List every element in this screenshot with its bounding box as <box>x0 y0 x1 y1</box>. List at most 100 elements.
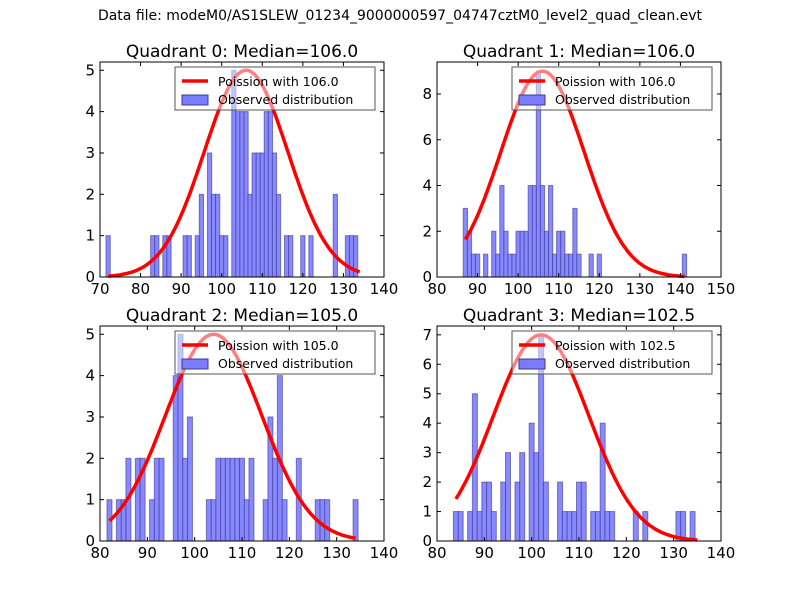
x-tick-label: 90 <box>475 544 494 562</box>
x-tick-label: 90 <box>138 544 157 562</box>
legend: Poission with 105.0 Observed distribution <box>174 330 376 375</box>
histogram-bar <box>504 452 512 542</box>
histogram-bar <box>186 235 192 278</box>
x-tick-label: 110 <box>228 544 257 562</box>
figure-suptitle: Data file: modeM0/AS1SLEW_01234_90000005… <box>97 8 703 24</box>
y-tick-label: 6 <box>422 131 432 149</box>
legend: Poission with 102.5 Observed distribution <box>511 330 713 375</box>
x-tick-label: 100 <box>517 544 546 562</box>
histogram-bar <box>186 416 193 542</box>
subplot-title: Quadrant 3: Median=102.5 <box>463 306 695 326</box>
x-tick-label: 120 <box>612 544 641 562</box>
histogram-bar <box>198 193 205 278</box>
x-tick-label: 140 <box>707 544 736 562</box>
y-tick-label: 1 <box>85 491 95 509</box>
y-tick-label: 1 <box>422 503 432 521</box>
legend-label-observed: Observed distribution <box>218 92 353 107</box>
x-tick-label: 130 <box>329 280 358 298</box>
subplot-quadrant-1: 80 90 100 110 120 130 140 150 0 2 4 6 8 Quadrant 1: M… <box>422 42 735 298</box>
histogram-bar <box>483 253 489 278</box>
x-tick-label: 140 <box>370 544 399 562</box>
histogram-bar <box>689 511 696 542</box>
histogram-bar <box>457 511 464 542</box>
histogram-bar <box>490 511 497 542</box>
subplot-title: Quadrant 1: Median=106.0 <box>463 42 695 62</box>
legend-label-poisson: Poission with 106.0 <box>555 74 676 89</box>
x-tick-label: 130 <box>659 544 688 562</box>
plot-frame <box>436 61 722 278</box>
y-tick-label: 4 <box>85 367 95 385</box>
legend-bar-swatch <box>518 94 546 106</box>
histogram-bar <box>332 193 338 278</box>
subplot-quadrant-3: 80 90 100 110 120 130 140 0 1 2 3 4 5 6 7 Quadrant 3: M… <box>422 306 735 562</box>
legend-label-observed: Observed distribution <box>218 356 353 371</box>
legend-label-poisson: Poission with 105.0 <box>218 338 339 353</box>
legend-bar-swatch <box>518 358 546 370</box>
x-tick-label: 110 <box>565 544 594 562</box>
y-tick-label: 2 <box>422 473 432 491</box>
y-tick-label: 4 <box>422 414 432 432</box>
legend-label-poisson: Poission with 106.0 <box>218 74 339 89</box>
x-tick-label: 110 <box>248 280 277 298</box>
subplot-title: Quadrant 2: Median=105.0 <box>126 306 358 326</box>
y-tick-label: 5 <box>85 61 95 79</box>
legend: Poission with 106.0 Observed distribution <box>174 66 376 111</box>
x-tick-label: 80 <box>427 280 446 298</box>
y-tick-label: 4 <box>85 103 95 121</box>
poisson-curve <box>463 69 685 279</box>
subplot-quadrant-2: 80 90 100 110 120 130 140 0 1 2 3 4 5 Quadrant 2: Med… <box>85 306 398 562</box>
histogram-bar <box>158 457 165 542</box>
y-tick-label: 3 <box>85 408 95 426</box>
x-tick-label: 80 <box>131 280 150 298</box>
histogram-bar <box>300 235 306 278</box>
x-tick-label: 130 <box>322 544 351 562</box>
y-tick-label: 3 <box>85 144 95 162</box>
y-tick-label: 2 <box>85 449 95 467</box>
histogram-bar <box>281 499 288 542</box>
histogram-bar <box>288 235 294 278</box>
histogram-bar <box>542 481 549 542</box>
x-tick-label: 140 <box>370 280 399 298</box>
subplot-quadrant-0: 70 80 90 100 110 120 130 140 0 1 2 3 4 5 Quadrant 0: M… <box>85 42 398 298</box>
histogram-bar <box>308 235 314 278</box>
histogram-bar <box>223 235 229 278</box>
x-tick-label: 120 <box>585 280 614 298</box>
y-tick-label: 2 <box>422 222 432 240</box>
x-tick-label: 80 <box>427 544 446 562</box>
y-tick-label: 2 <box>85 185 95 203</box>
x-tick-label: 90 <box>468 280 487 298</box>
histogram-bar <box>642 511 649 542</box>
y-tick-label: 0 <box>85 268 95 286</box>
x-tick-label: 120 <box>275 544 304 562</box>
histogram-bar <box>519 452 526 542</box>
x-tick-label: 150 <box>707 280 736 298</box>
histogram-bar <box>105 235 111 278</box>
histogram-bar <box>681 253 688 278</box>
histogram-bar <box>609 511 616 542</box>
histogram-bar <box>275 193 282 278</box>
legend-label-observed: Observed distribution <box>555 356 690 371</box>
x-tick-label: 140 <box>666 280 695 298</box>
y-tick-label: 1 <box>85 227 95 245</box>
legend-bar-swatch <box>181 358 209 370</box>
x-tick-label: 90 <box>172 280 191 298</box>
histogram-bar <box>248 457 255 542</box>
legend-label-observed: Observed distribution <box>555 92 690 107</box>
subplot-title: Quadrant 0: Median=106.0 <box>126 42 358 62</box>
legend-bar-swatch <box>181 94 209 106</box>
histogram-bar <box>352 499 359 542</box>
legend-label-poisson: Poission with 102.5 <box>555 338 676 353</box>
histogram-bar <box>580 481 587 542</box>
y-tick-label: 8 <box>422 85 432 103</box>
x-tick-label: 100 <box>504 280 533 298</box>
y-tick-label: 0 <box>422 268 432 286</box>
x-tick-label: 100 <box>207 280 236 298</box>
x-tick-label: 110 <box>544 280 573 298</box>
y-tick-label: 3 <box>422 444 432 462</box>
poisson-curve <box>454 333 698 542</box>
histogram-bar <box>324 499 331 542</box>
histogram-bar <box>588 253 594 278</box>
y-tick-label: 5 <box>85 325 95 343</box>
x-tick-label: 120 <box>289 280 318 298</box>
y-tick-label: 6 <box>422 355 432 373</box>
